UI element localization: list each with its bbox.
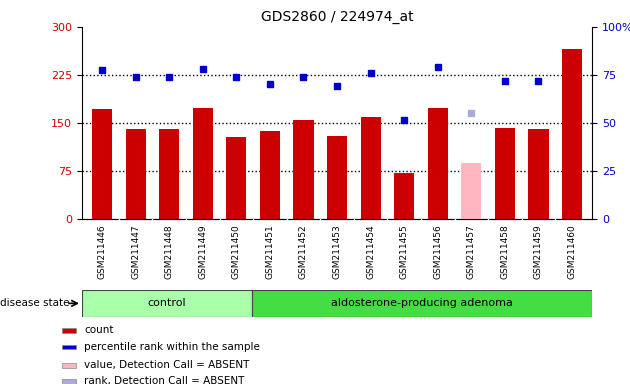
Text: control: control: [147, 298, 186, 308]
Bar: [92, 109, 112, 219]
Text: count: count: [84, 325, 114, 335]
Text: disease state: disease state: [0, 298, 69, 308]
Text: percentile rank within the sample: percentile rank within the sample: [84, 342, 260, 352]
Text: GSM211450: GSM211450: [232, 224, 241, 279]
Bar: [394, 173, 415, 219]
Bar: [260, 131, 280, 219]
Text: value, Detection Call = ABSENT: value, Detection Call = ABSENT: [84, 360, 249, 370]
Bar: [252, 290, 592, 317]
Text: rank, Detection Call = ABSENT: rank, Detection Call = ABSENT: [84, 376, 245, 384]
Text: GSM211448: GSM211448: [164, 224, 174, 279]
Title: GDS2860 / 224974_at: GDS2860 / 224974_at: [261, 10, 413, 25]
Text: GSM211449: GSM211449: [198, 224, 207, 279]
Text: GSM211453: GSM211453: [333, 224, 341, 279]
Bar: [461, 162, 481, 219]
Text: GSM211456: GSM211456: [433, 224, 442, 279]
Bar: [327, 136, 347, 219]
Text: GSM211459: GSM211459: [534, 224, 543, 279]
Bar: [360, 117, 381, 219]
Text: GSM211446: GSM211446: [98, 224, 106, 279]
Bar: [226, 137, 246, 219]
Bar: [294, 120, 314, 219]
Text: GSM211451: GSM211451: [265, 224, 275, 279]
Text: GSM211460: GSM211460: [568, 224, 576, 279]
Bar: [529, 129, 549, 219]
Bar: [562, 49, 582, 219]
Bar: [62, 379, 76, 384]
Text: GSM211454: GSM211454: [366, 224, 375, 279]
Bar: [193, 108, 213, 219]
Text: GSM211452: GSM211452: [299, 224, 308, 279]
Text: GSM211455: GSM211455: [399, 224, 409, 279]
Bar: [159, 129, 180, 219]
Text: GSM211457: GSM211457: [467, 224, 476, 279]
Bar: [82, 290, 252, 317]
Bar: [62, 328, 76, 333]
Bar: [62, 363, 76, 367]
Bar: [495, 128, 515, 219]
Text: GSM211458: GSM211458: [500, 224, 510, 279]
Bar: [125, 129, 146, 219]
Bar: [428, 108, 448, 219]
Text: aldosterone-producing adenoma: aldosterone-producing adenoma: [331, 298, 513, 308]
Bar: [62, 345, 76, 349]
Text: GSM211447: GSM211447: [131, 224, 140, 279]
